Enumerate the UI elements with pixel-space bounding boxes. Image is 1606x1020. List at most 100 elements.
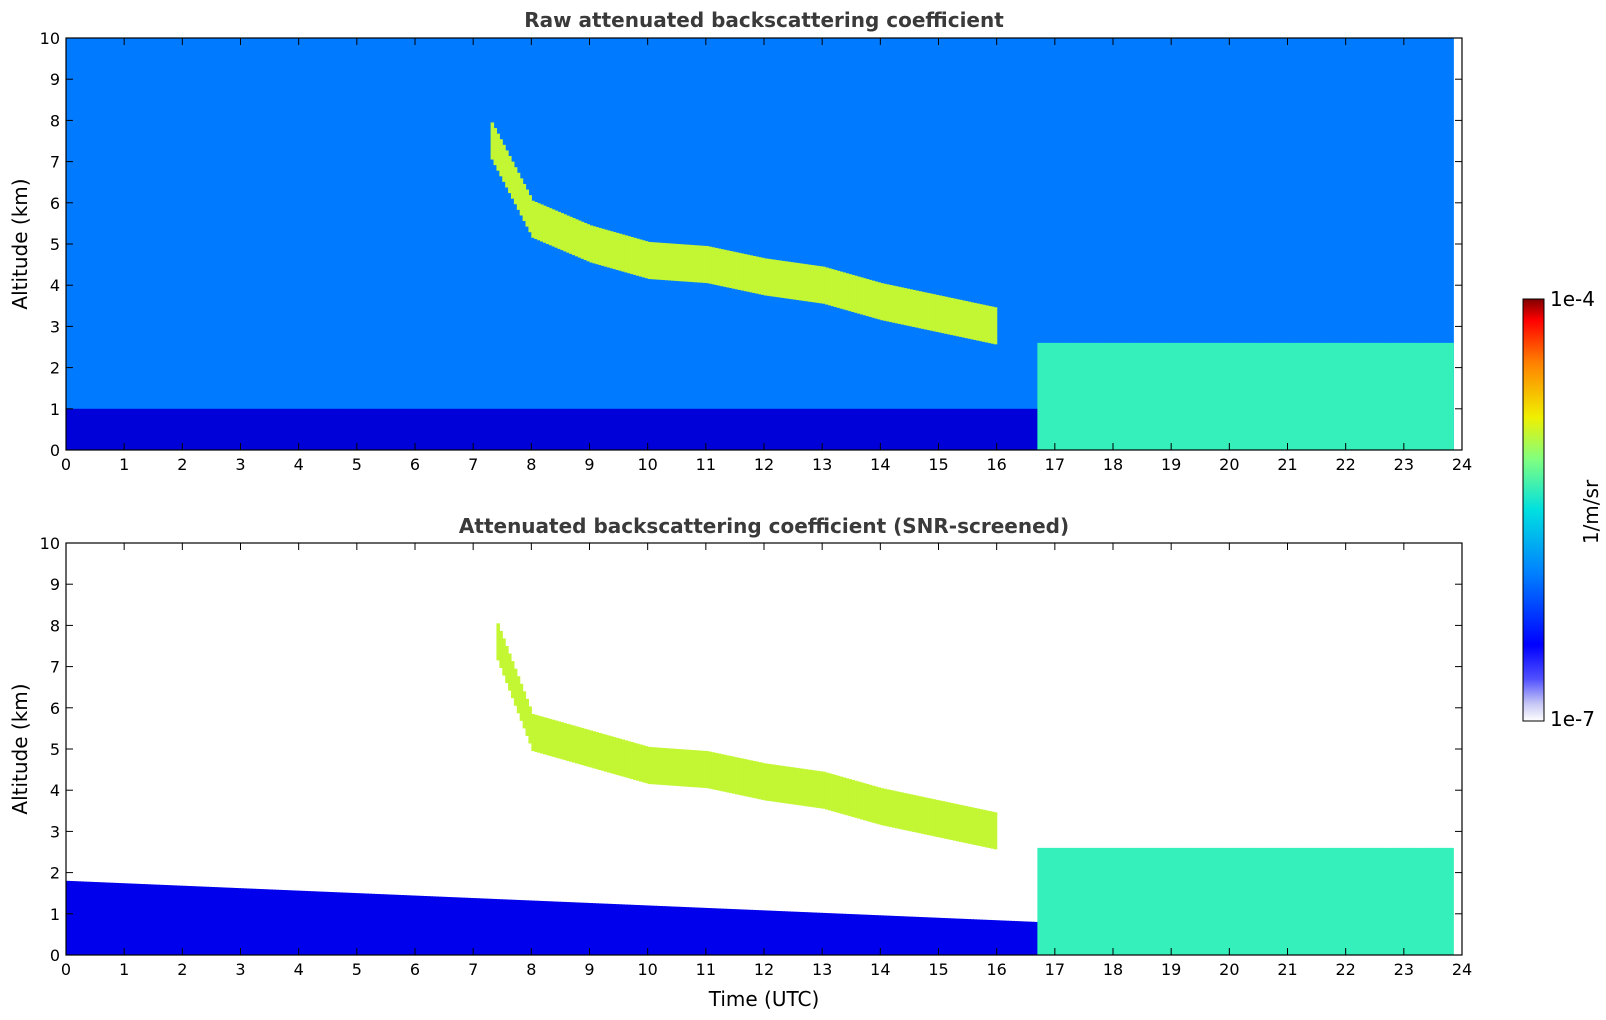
heatmap-cell — [528, 706, 532, 744]
heatmap-cell — [702, 907, 707, 955]
heatmap-cell — [1316, 342, 1321, 450]
heatmap-cell — [551, 901, 556, 955]
heatmap-cell — [513, 899, 518, 955]
heatmap-cell — [717, 908, 721, 955]
heatmap-cell — [415, 38, 419, 450]
heatmap-cell — [778, 260, 783, 298]
heatmap-cell — [929, 38, 934, 450]
heatmap-cell — [77, 408, 82, 450]
heatmap-cell — [531, 408, 535, 450]
heatmap-cell — [784, 408, 788, 450]
heatmap-cell — [1185, 847, 1190, 955]
heatmap-cell — [545, 901, 550, 955]
heatmap-cell — [319, 38, 323, 450]
heatmap-cell — [825, 772, 829, 810]
heatmap-cell — [1127, 342, 1132, 450]
heatmap-cell — [842, 913, 847, 955]
heatmap-cell — [918, 796, 922, 834]
heatmap-cell — [947, 918, 951, 955]
heatmap-cell — [208, 38, 213, 450]
heatmap-cell — [787, 911, 791, 955]
heatmap-cell — [499, 139, 503, 177]
heatmap-cell — [836, 775, 841, 813]
heatmap-cell — [1267, 847, 1271, 955]
heatmap-cell — [740, 758, 745, 796]
heatmap-cell — [653, 905, 657, 955]
heatmap-cell — [327, 408, 332, 450]
heatmap-cell — [670, 748, 675, 786]
heatmap-cell — [1331, 847, 1335, 955]
heatmap-cell — [586, 224, 591, 262]
heatmap-cell — [1214, 38, 1219, 450]
heatmap-cell — [537, 203, 541, 241]
heatmap-cell — [176, 408, 181, 450]
heatmap-cell — [621, 408, 625, 450]
heatmap-cell — [801, 408, 806, 450]
heatmap-cell — [839, 913, 844, 955]
x-tick-label: 5 — [352, 960, 362, 979]
heatmap-cell — [1287, 38, 1292, 450]
heatmap-cell — [1049, 38, 1053, 450]
heatmap-cell — [481, 408, 486, 450]
heatmap-cell — [682, 906, 687, 955]
heatmap-cell — [1421, 342, 1425, 450]
heatmap-cell — [830, 913, 835, 955]
heatmap-cell — [880, 915, 884, 955]
heatmap-cell — [583, 902, 588, 955]
heatmap-cell — [417, 895, 422, 955]
heatmap-cell — [1299, 342, 1303, 450]
heatmap-cell — [89, 408, 93, 450]
heatmap-cell — [1168, 342, 1172, 450]
heatmap-cell — [702, 408, 707, 450]
heatmap-cell — [1008, 38, 1012, 450]
heatmap-cell — [554, 720, 559, 758]
heatmap-cell — [182, 408, 186, 450]
heatmap-cell — [583, 728, 588, 766]
heatmap-cell — [502, 638, 506, 676]
heatmap-cell — [958, 804, 963, 842]
heatmap-cell — [647, 746, 652, 785]
heatmap-cell — [848, 914, 852, 955]
heatmap-cell — [830, 269, 835, 307]
heatmap-cell — [857, 38, 861, 450]
heatmap-cell — [551, 408, 556, 450]
heatmap-cell — [103, 408, 108, 450]
heatmap-cell — [225, 38, 230, 450]
heatmap-cell — [1226, 847, 1230, 955]
heatmap-cell — [321, 891, 326, 955]
heatmap-cell — [1363, 38, 1367, 450]
heatmap-cell — [1284, 342, 1289, 450]
heatmap-cell — [519, 408, 524, 450]
heatmap-cell — [685, 38, 689, 450]
heatmap-cell — [711, 247, 716, 285]
heatmap-cell — [932, 917, 937, 955]
heatmap-cell — [836, 38, 841, 450]
heatmap-cell — [961, 805, 966, 843]
heatmap-cell — [708, 246, 713, 284]
heatmap-cell — [1366, 38, 1370, 450]
heatmap-cell — [833, 38, 838, 450]
y-tick-label: 7 — [50, 153, 60, 172]
heatmap-cell — [621, 234, 625, 272]
heatmap-cell — [1238, 847, 1242, 955]
heatmap-cell — [743, 759, 748, 797]
heatmap-cell — [400, 408, 404, 450]
heatmap-cell — [1278, 342, 1283, 450]
heatmap-cell — [737, 408, 742, 450]
heatmap-cell — [1261, 847, 1265, 955]
heatmap-cell — [71, 408, 76, 450]
heatmap-cell — [115, 408, 119, 450]
heatmap-cell — [1008, 920, 1012, 955]
heatmap-cell — [865, 914, 870, 955]
heatmap-cell — [554, 210, 559, 248]
heatmap-cell — [109, 38, 114, 450]
heatmap-cell — [112, 38, 117, 450]
heatmap-cell — [944, 408, 948, 450]
heatmap-cell — [1147, 847, 1152, 955]
heatmap-cell — [970, 302, 974, 340]
x-tick-label: 8 — [526, 455, 536, 474]
heatmap-cell — [1113, 342, 1117, 450]
heatmap-cell — [700, 750, 704, 788]
heatmap-cell — [894, 38, 899, 450]
heatmap-cell — [493, 898, 498, 955]
